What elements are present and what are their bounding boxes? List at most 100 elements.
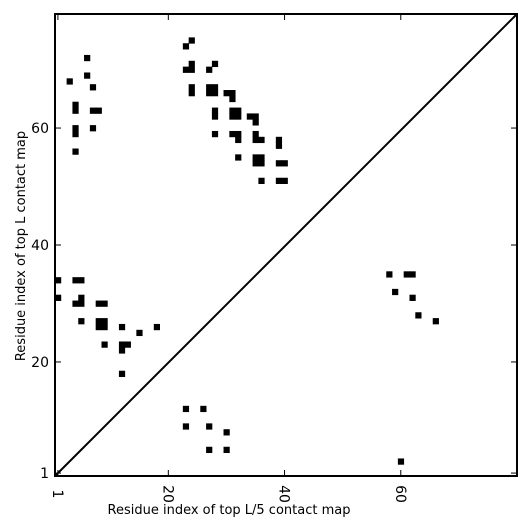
contact-point <box>66 78 73 85</box>
contact-point <box>223 446 230 454</box>
contact-point <box>182 43 190 50</box>
contact-point <box>78 294 85 301</box>
contact-point <box>182 66 190 73</box>
x-tick-label: 40 <box>276 485 292 503</box>
contact-point <box>397 458 405 465</box>
contact-point <box>235 130 242 138</box>
contact-point <box>101 300 108 307</box>
contact-point <box>84 54 91 62</box>
contact-point <box>101 323 108 331</box>
contact-point <box>72 148 79 155</box>
contact-point <box>211 130 219 138</box>
contact-point <box>101 341 108 348</box>
contact-point <box>223 90 230 97</box>
contact-point <box>206 84 213 91</box>
axis-ticks: 1 20 40 60 1 20 40 60 <box>31 14 517 503</box>
contact-point <box>118 323 126 331</box>
contact-point <box>252 119 259 126</box>
contact-point <box>206 66 213 73</box>
y-tick-label: 1 <box>40 466 49 482</box>
contact-point <box>78 318 85 325</box>
contact-point <box>84 72 91 79</box>
contact-point <box>281 160 288 167</box>
contact-marks <box>55 37 439 465</box>
contact-point <box>211 60 219 68</box>
contact-point <box>275 160 283 167</box>
contact-point <box>432 318 439 325</box>
contact-point <box>275 142 283 149</box>
contact-point <box>409 271 416 278</box>
contact-point <box>392 288 399 296</box>
contact-point <box>118 370 126 377</box>
contact-point <box>252 160 259 167</box>
contact-point <box>211 84 219 91</box>
contact-point <box>386 271 393 278</box>
contact-point <box>89 107 97 114</box>
contact-point <box>235 107 242 114</box>
contact-point <box>206 423 213 430</box>
contact-point <box>211 107 219 114</box>
contact-point <box>95 318 102 325</box>
contact-point <box>188 60 195 68</box>
contact-point <box>72 130 79 138</box>
contact-point <box>206 446 213 454</box>
contact-point <box>118 341 126 348</box>
contact-point <box>72 277 79 284</box>
contact-point <box>229 95 236 103</box>
y-tick-label: 60 <box>31 121 49 137</box>
contact-point <box>55 277 62 284</box>
contact-point <box>211 113 219 120</box>
y-tick-label: 20 <box>31 355 49 371</box>
contact-point <box>200 405 207 413</box>
contact-point <box>118 347 126 354</box>
contact-point <box>258 177 265 184</box>
contact-point <box>409 294 416 301</box>
contact-point <box>275 177 283 184</box>
contact-point <box>78 300 85 307</box>
contact-point <box>252 113 259 120</box>
contact-point <box>258 136 265 144</box>
contact-point <box>55 294 62 301</box>
contact-point <box>229 130 236 138</box>
contact-point <box>211 90 219 97</box>
contact-point <box>188 84 195 91</box>
contact-point <box>252 136 259 144</box>
contact-point <box>188 90 195 97</box>
contact-point <box>95 300 102 307</box>
contact-point <box>403 271 410 278</box>
contact-point <box>229 113 236 120</box>
contact-point <box>281 177 288 184</box>
contact-point <box>415 312 422 319</box>
y-tick-label: 40 <box>31 238 49 254</box>
contact-point <box>182 405 190 413</box>
contact-point <box>235 154 242 161</box>
contact-point <box>188 66 195 73</box>
contact-point <box>72 107 79 114</box>
contact-point <box>258 160 265 167</box>
y-axis-label: Residue index of top L contact map <box>14 131 29 361</box>
contact-point <box>188 37 195 44</box>
contact-point <box>153 323 161 331</box>
contact-point <box>72 300 79 307</box>
diagonal-line <box>54 13 518 477</box>
contact-point <box>223 429 230 436</box>
contact-point <box>72 101 79 108</box>
contact-point <box>229 90 236 97</box>
contact-point <box>95 323 102 331</box>
contact-point <box>252 130 259 138</box>
contact-point <box>235 113 242 120</box>
contact-point <box>206 90 213 97</box>
contact-point <box>275 136 283 144</box>
contact-point <box>182 423 190 430</box>
x-tick-label: 60 <box>392 485 408 503</box>
contact-point <box>258 154 265 161</box>
x-axis-label: Residue index of top L/5 contact map <box>108 503 351 518</box>
contact-point <box>252 154 259 161</box>
contact-point <box>229 107 236 114</box>
contact-point <box>78 277 85 284</box>
contact-point <box>235 136 242 144</box>
contact-point <box>89 84 97 91</box>
contact-point <box>89 125 97 132</box>
contact-point <box>124 341 131 348</box>
x-tick-label: 20 <box>159 485 175 503</box>
